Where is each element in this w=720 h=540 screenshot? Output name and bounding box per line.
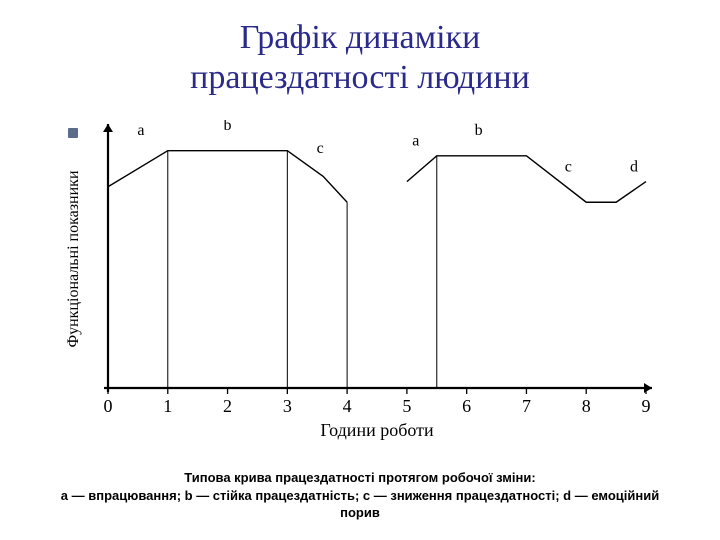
title-line-2: працездатності людини (190, 59, 530, 96)
curve2-segment-label: d (630, 158, 638, 175)
curve1-segment-label: a (137, 122, 144, 139)
x-axis-label: Години роботи (320, 420, 434, 440)
caption-line-2: a — впрацювання; b — стійка працездатніс… (61, 488, 659, 521)
slide-root: Графік динаміки працездатності людини 0 1… (0, 0, 720, 540)
x-tick-label: 9 (642, 396, 651, 416)
performance-chart: 0 1 2 3 4 5 6 7 8 9 Години роботи Функціональні пок… (60, 120, 660, 440)
curve2-segment-label: a (412, 132, 419, 149)
x-tick-label: 4 (343, 396, 352, 416)
x-tick-label: 6 (462, 396, 471, 416)
chart-caption: Типова крива працездатності протягом роб… (40, 469, 680, 522)
curve2-line (407, 156, 646, 202)
curve1-line (108, 151, 347, 203)
y-axis-arrow (103, 124, 113, 132)
curve2-segment-label: b (475, 122, 483, 139)
x-tick-label: 5 (402, 396, 411, 416)
curve2-segment-label: c (565, 158, 572, 175)
x-tick-label: 0 (104, 396, 113, 416)
x-tick-label: 2 (223, 396, 232, 416)
x-tick-label: 7 (522, 396, 531, 416)
chart-svg: 0 1 2 3 4 5 6 7 8 9 Години роботи Функціональні пок… (60, 120, 660, 440)
title-line-1: Графік динаміки (240, 19, 481, 56)
y-axis-label: Функціональні показники (65, 170, 82, 347)
x-tick-label: 3 (283, 396, 292, 416)
x-tick-label: 1 (163, 396, 172, 416)
caption-line-1: Типова крива працездатності протягом роб… (184, 470, 535, 485)
x-axis-arrow (644, 383, 652, 393)
slide-title: Графік динаміки працездатності людини (0, 18, 720, 98)
x-tick-label: 8 (582, 396, 591, 416)
curve1-segment-label: c (317, 140, 324, 157)
curve1-segment-label: b (224, 120, 232, 134)
